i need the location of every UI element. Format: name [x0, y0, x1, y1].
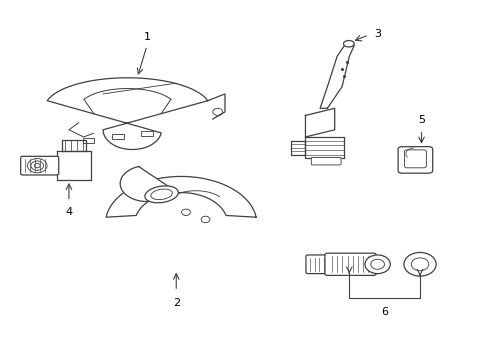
- Circle shape: [364, 255, 389, 274]
- FancyBboxPatch shape: [397, 147, 432, 173]
- FancyBboxPatch shape: [311, 157, 340, 165]
- Polygon shape: [61, 140, 86, 151]
- FancyBboxPatch shape: [305, 255, 329, 274]
- Text: 5: 5: [417, 115, 424, 125]
- FancyBboxPatch shape: [20, 156, 59, 175]
- Circle shape: [403, 252, 435, 276]
- Text: 3: 3: [373, 29, 380, 39]
- Polygon shape: [57, 151, 91, 180]
- Polygon shape: [120, 167, 172, 202]
- Bar: [82, 138, 94, 143]
- FancyBboxPatch shape: [325, 253, 375, 275]
- Ellipse shape: [144, 186, 178, 203]
- Text: 4: 4: [65, 207, 72, 217]
- Bar: [112, 134, 123, 139]
- Bar: [141, 131, 153, 136]
- Polygon shape: [305, 108, 334, 137]
- Text: 6: 6: [381, 307, 387, 317]
- Polygon shape: [290, 140, 305, 155]
- Ellipse shape: [343, 41, 353, 47]
- Text: 2: 2: [172, 298, 180, 309]
- Polygon shape: [320, 45, 353, 108]
- Polygon shape: [47, 78, 207, 149]
- Polygon shape: [305, 137, 344, 158]
- Polygon shape: [106, 176, 256, 217]
- Text: 1: 1: [143, 32, 150, 42]
